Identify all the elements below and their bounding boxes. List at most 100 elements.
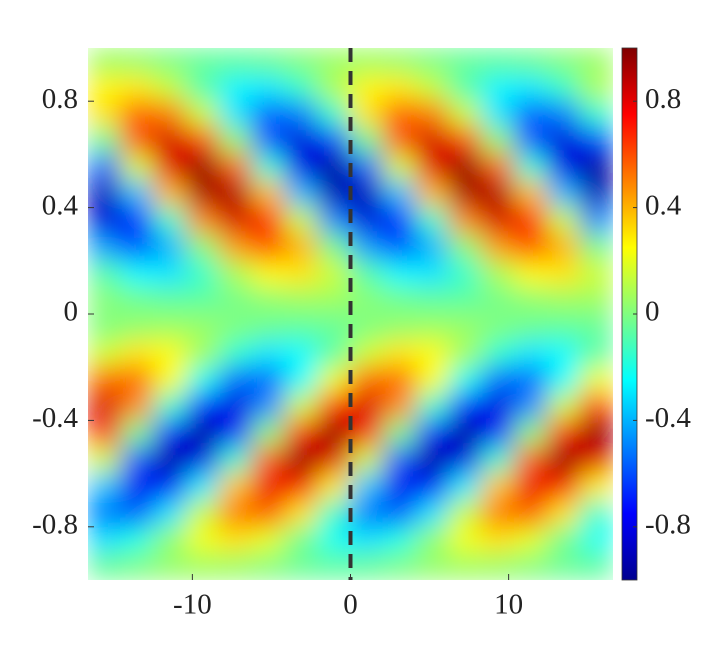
cell [514,552,548,580]
cell [284,393,319,421]
cell [153,233,187,262]
cell [88,74,122,102]
cell [579,100,613,129]
cell [317,100,351,129]
cell [448,180,483,209]
cell [448,233,483,262]
cell [382,446,417,475]
cell [415,473,450,501]
y-tick-label: 0 [64,296,79,328]
cell [514,446,548,475]
cell [153,127,187,155]
cell [448,127,483,155]
cell [382,366,417,395]
cell [218,499,253,528]
cell [317,552,351,580]
cell [185,286,220,315]
cell [546,313,581,342]
cell [251,180,286,209]
cell [317,48,351,76]
cell [415,446,450,475]
cell [284,48,319,76]
cell [350,393,384,421]
cell [448,526,483,554]
cell [481,366,516,395]
cell [120,153,155,182]
cell [382,340,417,368]
cell [251,74,286,102]
cell [120,74,155,102]
cell [382,180,417,209]
cell [579,419,613,448]
cell [284,74,319,102]
cell [382,127,417,155]
cell [579,207,613,235]
cell [382,286,417,315]
cell [218,260,253,288]
cell [350,552,384,580]
cell [317,446,351,475]
cell [448,100,483,129]
cell [382,207,417,235]
cell [514,48,548,76]
cell [153,286,187,315]
cell [153,340,187,368]
cell [251,526,286,554]
cell [251,286,286,315]
y-tick-label: 0.8 [42,83,78,115]
cell [579,552,613,580]
cell [514,207,548,235]
cell [185,366,220,395]
cell [218,313,253,342]
cell [514,233,548,262]
cell [218,48,253,76]
cell [120,499,155,528]
cell [251,207,286,235]
cell [317,419,351,448]
cell [579,473,613,501]
cell [317,207,351,235]
cell [415,419,450,448]
cell [579,180,613,209]
cell [579,48,613,76]
cell [415,180,450,209]
cell [88,48,122,76]
cell [448,153,483,182]
cell [88,552,122,580]
cell [415,313,450,342]
cell [514,313,548,342]
cell [448,207,483,235]
cell [481,74,516,102]
cell [350,180,384,209]
cell [284,233,319,262]
cell [153,499,187,528]
cell [284,446,319,475]
cell [185,180,220,209]
cell [350,526,384,554]
cell [448,473,483,501]
cell [382,499,417,528]
cell [120,260,155,288]
y-tick-label: -0.4 [32,402,78,434]
cell [185,446,220,475]
cell [88,260,122,288]
cell [350,366,384,395]
cell [218,552,253,580]
cell [185,207,220,235]
cell [481,233,516,262]
cell [185,127,220,155]
cell [284,100,319,129]
cell [153,526,187,554]
cell [546,499,581,528]
cell [546,207,581,235]
cell [185,74,220,102]
cell [579,340,613,368]
cell [284,419,319,448]
cell [88,419,122,448]
cell [350,153,384,182]
cell [120,446,155,475]
cell [579,260,613,288]
cell [415,366,450,395]
cell [546,446,581,475]
cell [448,552,483,580]
